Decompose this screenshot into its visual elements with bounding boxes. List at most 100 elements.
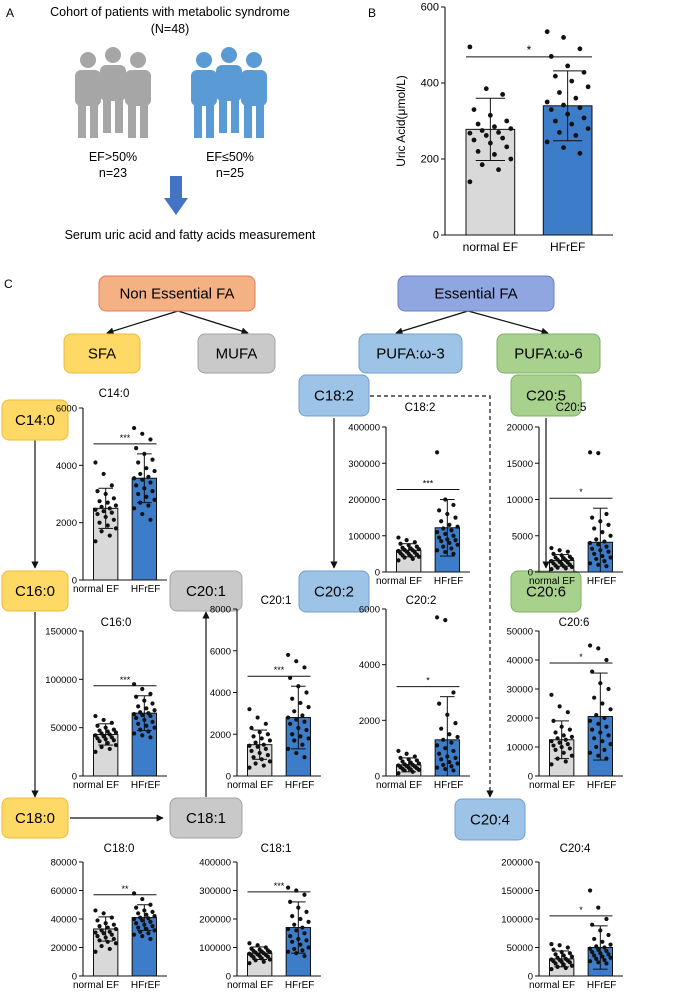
data-point: [294, 717, 299, 722]
data-point: [567, 727, 572, 732]
data-point: [103, 737, 108, 742]
data-point: [113, 730, 119, 735]
arrow-to-mufa: [177, 310, 249, 335]
flow-box-c140: C14:0: [1, 399, 69, 441]
data-point: [416, 767, 422, 772]
data-point: [598, 928, 603, 933]
data-point: [396, 535, 401, 540]
data-point: [150, 924, 155, 929]
data-point: [267, 957, 273, 962]
y-tick-label: 40000: [51, 915, 77, 926]
data-point: [93, 539, 98, 544]
data-point: [606, 522, 611, 527]
data-point: [561, 962, 566, 967]
y-tick-label: 4000: [56, 461, 77, 472]
flow-box-label: C20:4: [470, 812, 510, 829]
data-point: [471, 137, 477, 143]
data-point: [500, 135, 506, 141]
x-category-label: normal EF: [529, 980, 575, 991]
data-point: [455, 524, 460, 529]
data-point: [602, 957, 607, 963]
data-point: [152, 725, 157, 730]
data-point: [296, 684, 301, 689]
data-point: [608, 555, 613, 560]
data-point: [134, 921, 139, 926]
chart-c18-1: C18:1 0 100000 200000 300000 400000 normal EF H…: [199, 843, 321, 991]
data-point: [573, 95, 579, 101]
data-point: [569, 753, 575, 758]
data-point: [93, 930, 98, 935]
data-point: [134, 715, 139, 721]
significance-marker: ***: [120, 675, 131, 685]
data-point: [561, 35, 566, 40]
data-point: [587, 750, 593, 755]
data-point: [449, 528, 454, 533]
x-category-label: normal EF: [227, 980, 273, 991]
data-point: [292, 738, 297, 743]
data-point: [288, 934, 293, 939]
data-point: [294, 951, 299, 956]
y-tick-label: 100000: [199, 943, 231, 954]
flow-box-label: PUFA:ω-3: [376, 346, 444, 363]
data-point: [587, 643, 593, 648]
data-point: [306, 705, 311, 710]
data-point: [565, 742, 570, 747]
data-point: [107, 946, 112, 952]
data-point: [549, 567, 554, 572]
data-point: [451, 502, 456, 508]
data-point: [304, 909, 309, 914]
chart-title: C18:2: [405, 402, 436, 414]
data-point: [561, 145, 566, 151]
data-point: [300, 742, 305, 747]
data-point: [298, 734, 303, 739]
y-tick-label: 80000: [51, 858, 77, 869]
data-point: [101, 931, 106, 936]
data-point: [608, 942, 613, 947]
x-category-label: HFrEF: [131, 980, 160, 991]
y-tick-label: 150000: [45, 627, 77, 638]
data-point: [255, 744, 260, 749]
data-point: [447, 732, 452, 737]
data-point: [103, 514, 108, 520]
data-point: [563, 566, 568, 571]
data-point: [148, 517, 153, 522]
data-point: [93, 507, 98, 512]
data-point: [587, 888, 593, 893]
flow-connectors: [31, 310, 550, 822]
data-point: [251, 955, 256, 960]
data-point: [101, 509, 106, 514]
x-category-label: HFrEF: [587, 780, 616, 791]
data-point: [304, 690, 309, 695]
data-point: [565, 710, 570, 715]
data-point: [557, 548, 562, 553]
chart-title: C20:5: [556, 402, 587, 414]
data-point: [439, 519, 444, 524]
data-point: [107, 746, 112, 752]
data-point: [111, 496, 116, 501]
data-point: [412, 540, 417, 545]
data-point: [101, 717, 106, 723]
data-point: [107, 732, 112, 737]
data-point: [596, 905, 601, 910]
data-point: [249, 748, 254, 754]
data-point: [604, 544, 609, 549]
data-point: [247, 941, 252, 946]
data-point: [467, 44, 473, 50]
data-point: [285, 746, 291, 751]
data-point: [150, 701, 155, 706]
flow-box-label: MUFA: [216, 346, 258, 363]
data-point: [113, 742, 119, 748]
person-icon: [100, 47, 126, 133]
data-point: [131, 476, 137, 481]
data-point: [590, 515, 595, 520]
data-point: [553, 961, 558, 966]
data-point: [602, 945, 607, 950]
data-point: [152, 928, 157, 933]
data-point: [150, 489, 155, 494]
x-category-label: HFrEF: [587, 576, 616, 587]
data-point: [410, 556, 415, 562]
data-point: [445, 511, 450, 517]
data-point: [577, 150, 583, 156]
data-point: [604, 756, 609, 761]
data-point: [97, 924, 102, 929]
